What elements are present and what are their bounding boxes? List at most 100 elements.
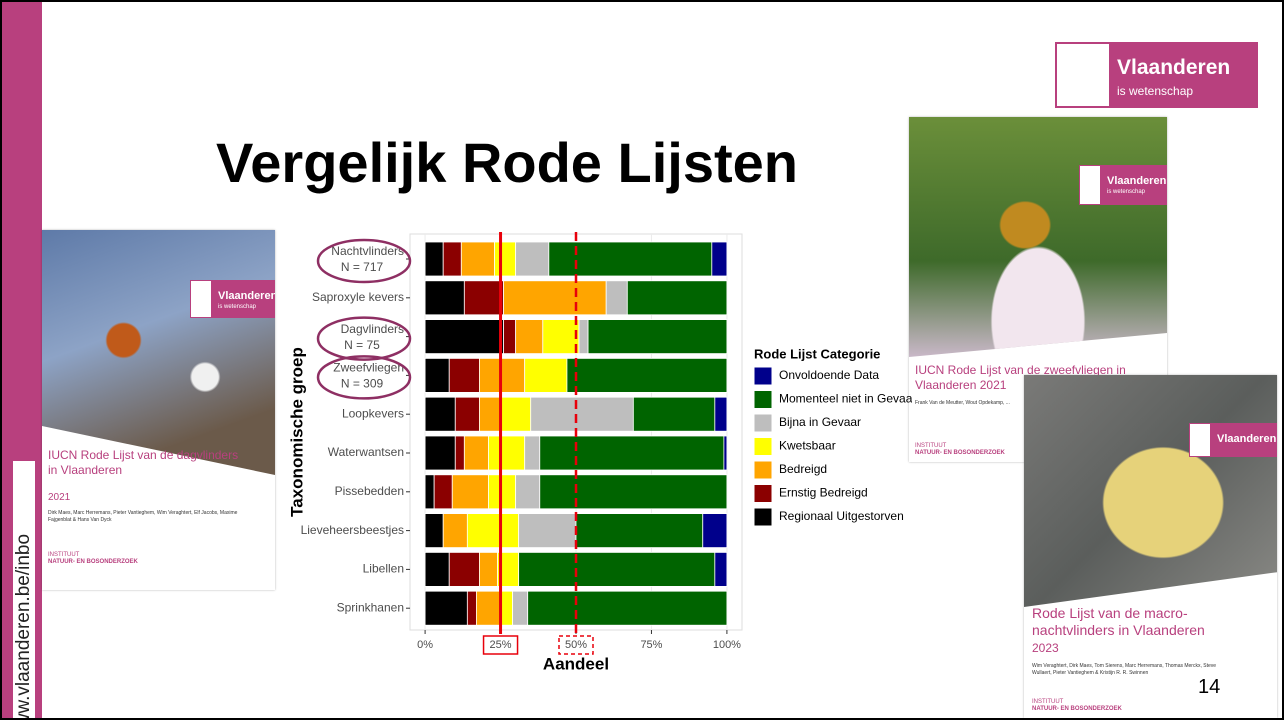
bar-segment [528,591,727,625]
bar-segment [425,358,449,392]
bar-segment [516,475,540,509]
legend-swatch [754,485,772,503]
cover-image [1024,375,1277,607]
cover-image [909,117,1167,357]
bar-segment [464,281,503,315]
bar-segment [543,320,579,354]
y-tick-label: Nachtvlinders [331,244,404,258]
bar-segment [434,475,452,509]
category-note: N = 75 [344,338,380,352]
bar-segment [461,242,494,276]
bar-segment [455,397,479,431]
x-tick-label: 25% [490,639,512,651]
logo-tagline: is wetenschap [1117,84,1193,98]
page-number: 14 [1198,676,1220,699]
legend-label: Ernstig Bedreigd [779,486,868,500]
bar-segment [479,397,500,431]
bar-segment [549,242,712,276]
slide: www.vlaanderen.be/inbo Vergelijk Rode Li… [0,0,1284,720]
bar-segment [633,397,714,431]
slide-title: Vergelijk Rode Lijsten [162,130,852,195]
bar-segment [513,591,528,625]
bar-segment [516,242,549,276]
bar-segment [579,320,588,354]
bar-segment [567,358,727,392]
logo-name: Vlaanderen [1117,56,1230,80]
x-tick-label: 75% [640,639,662,651]
logo: Vlaanderen is wetenschap [1055,42,1258,108]
bar-segment [425,591,467,625]
bar-segment [495,242,516,276]
y-tick-label: Waterwantsen [328,445,404,459]
page: www.vlaanderen.be/inbo Vergelijk Rode Li… [0,0,1284,720]
y-tick-label: Libellen [363,562,404,576]
bar-segment [540,436,724,470]
legend-swatch [754,508,772,526]
bar-segment [501,397,531,431]
cover-year: 2021 [48,492,70,503]
legend-swatch [754,438,772,456]
cover-institute-name: NATUUR- EN BOSONDERZOEK [1032,706,1122,713]
legend-label: Onvoldoende Data [779,368,879,382]
x-axis-title: Aandeel [543,654,609,673]
cover-institute: INSTITUUT [48,552,79,559]
bar-segment [531,397,634,431]
cover-logo-name: Vlaanderen [1107,175,1166,187]
bar-segment [425,552,449,586]
category-note: N = 717 [341,260,384,274]
legend-swatch [754,391,772,409]
bar-segment [606,281,627,315]
bar-segment [425,514,443,548]
bar-segment [715,397,727,431]
legend-label: Kwetsbaar [779,439,836,453]
bar-segment [576,514,703,548]
bar-segment [504,281,607,315]
bar-segment [519,514,576,548]
bar-segment [516,320,543,354]
legend-label: Momenteel niet in Gevaar [779,392,912,406]
legend-label: Bijna in Gevaar [779,415,861,429]
bar-segment [479,552,497,586]
bar-segment [588,320,727,354]
chart: Taxonomische groep Aandeel Rode Lijst Ca… [272,224,912,684]
cover-year: 2023 [1032,641,1059,655]
bar-segment [467,514,518,548]
bar-segment [467,591,476,625]
cover-title: IUCN Rode Lijst van de dagvlinders in Vl… [48,448,248,478]
cover-title: Rode Lijst van de macro-nachtvlinders in… [1032,605,1267,639]
bar-segment [712,242,727,276]
bar-segment [452,475,488,509]
bar-segment [425,475,434,509]
bar-segment [525,358,567,392]
bar-segment [449,552,479,586]
bar-segment [476,591,500,625]
bar-segment [540,475,727,509]
bar-segment [425,242,443,276]
y-tick-label: Lieveheersbeestjes [301,523,404,537]
sidebar-url: www.vlaanderen.be/inbo [13,461,35,720]
cover-institute: INSTITUUT [1032,699,1063,706]
cover-authors: Dirk Maes, Marc Herremans, Pieter Vantie… [48,510,238,524]
y-tick-label: Saproxyle kevers [312,290,404,304]
cover-logo-name: Vlaanderen [218,290,275,302]
x-tick-label: 0% [417,639,433,651]
bar-segment [425,436,455,470]
bar-segment [425,281,464,315]
cover-logo-name: Vlaanderen [1217,433,1276,445]
bar-segment [715,552,727,586]
cover-institute-name: NATUUR- EN BOSONDERZOEK [48,559,138,566]
bar-segment [443,242,461,276]
cover-authors: Wim Veraghtert, Dirk Maes, Tom Sierens, … [1032,663,1217,677]
bar-segment [488,436,524,470]
legend-label: Regionaal Uitgestorven [779,509,904,523]
bar-segment [425,320,503,354]
y-tick-label: Pissebedden [335,484,404,498]
bar-segment [425,397,455,431]
y-tick-label: Zweefvliegen [333,361,404,375]
legend-swatch [754,367,772,385]
bar-segment [504,320,516,354]
cover-institute: INSTITUUT [915,443,946,450]
